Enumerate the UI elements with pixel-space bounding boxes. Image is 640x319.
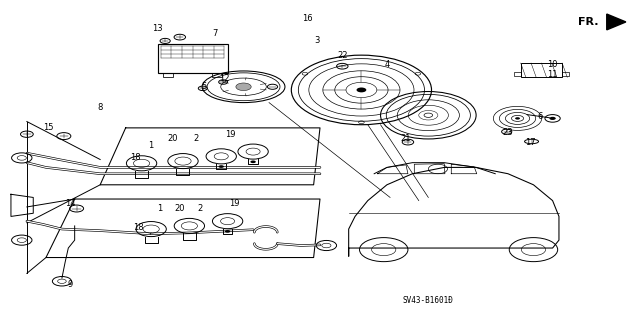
Text: 14: 14	[65, 199, 76, 208]
Text: 18: 18	[133, 223, 144, 232]
Bar	[562, 71, 568, 76]
Circle shape	[515, 117, 520, 120]
Text: 8: 8	[97, 103, 103, 112]
Circle shape	[356, 87, 366, 93]
Text: 16: 16	[302, 14, 312, 23]
Text: 2: 2	[198, 204, 203, 213]
Text: 19: 19	[225, 130, 236, 139]
Text: 3: 3	[314, 36, 319, 45]
Text: 7: 7	[212, 28, 218, 38]
Text: 23: 23	[502, 128, 513, 137]
Text: 2: 2	[193, 134, 198, 144]
Bar	[163, 72, 173, 77]
Bar	[515, 71, 521, 76]
Text: 9: 9	[68, 280, 73, 289]
Text: FR.: FR.	[578, 17, 598, 27]
Text: 4: 4	[384, 60, 390, 69]
Bar	[521, 63, 562, 77]
Text: 17: 17	[525, 137, 536, 147]
Circle shape	[250, 160, 256, 163]
Text: 20: 20	[167, 134, 177, 144]
Circle shape	[549, 117, 556, 120]
Circle shape	[218, 165, 224, 168]
Text: 10: 10	[547, 60, 558, 69]
Circle shape	[236, 83, 251, 91]
Text: 21: 21	[401, 134, 412, 144]
Text: 11: 11	[547, 70, 558, 78]
Text: 1: 1	[157, 204, 162, 213]
Bar	[212, 72, 222, 77]
Text: 5: 5	[202, 82, 207, 91]
Polygon shape	[607, 14, 626, 30]
Circle shape	[225, 230, 230, 233]
Text: 15: 15	[43, 123, 53, 132]
Text: 12: 12	[219, 74, 230, 83]
Text: 6: 6	[537, 112, 543, 121]
Text: 20: 20	[175, 204, 185, 213]
Text: 22: 22	[337, 51, 348, 60]
Text: 18: 18	[130, 153, 141, 162]
Bar	[157, 44, 228, 72]
Text: 19: 19	[228, 199, 239, 208]
Text: 13: 13	[152, 24, 163, 33]
Text: 1: 1	[148, 141, 154, 150]
Text: SV43-B1601Ð: SV43-B1601Ð	[403, 296, 454, 305]
